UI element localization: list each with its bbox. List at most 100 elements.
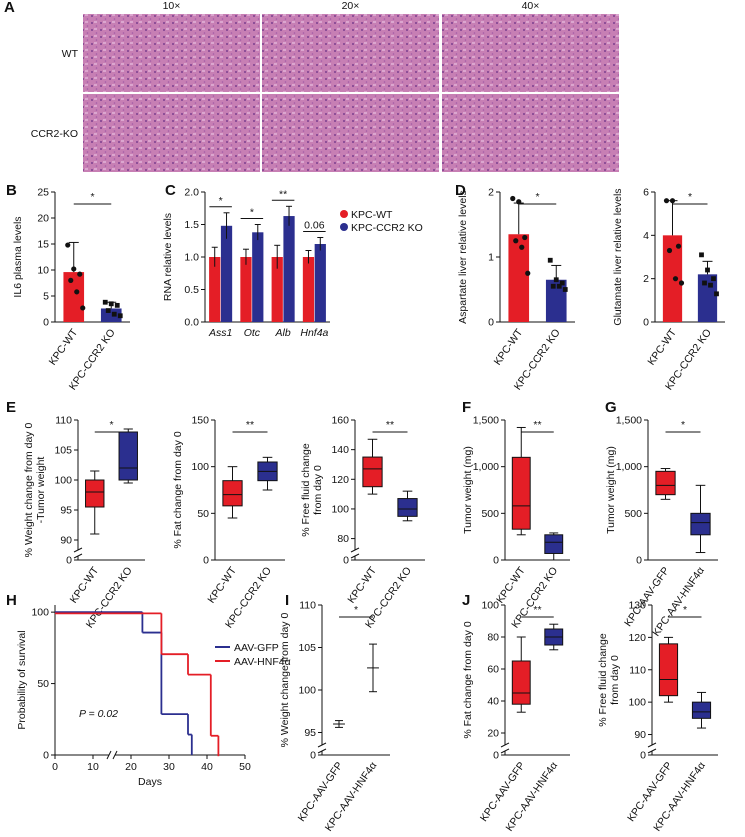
bar [314, 244, 326, 322]
y-axis-label: Glutamate liver relative levels [612, 188, 624, 325]
data-point [108, 301, 114, 307]
y-tick-label: 0 [203, 555, 209, 567]
axis-break [106, 750, 112, 760]
x-tick-label: Ass1 [208, 327, 232, 339]
y-tick-label: 5 [43, 291, 49, 303]
box [691, 701, 712, 719]
bar [209, 257, 221, 322]
bar [240, 257, 252, 322]
bar [662, 235, 683, 322]
y-axis-label: % Weight change from day 0 [279, 613, 291, 748]
box [118, 431, 138, 481]
significance-label: 0.06 [304, 220, 325, 232]
data-point [556, 283, 562, 289]
panel-letter: D [455, 182, 466, 199]
y-axis-label: % Weight change from day 0 [23, 423, 35, 558]
data-point [111, 311, 117, 317]
x-tick-label: KPC-WT [68, 564, 102, 605]
x-tick-label: 10 [87, 761, 99, 773]
data-point [678, 280, 685, 286]
box [658, 643, 679, 697]
y-tick-label: 0 [640, 750, 646, 762]
axis-break [73, 553, 83, 559]
y-tick-label: 15 [37, 239, 49, 251]
significance-label: ** [533, 419, 541, 431]
y-tick-label: 0 [310, 750, 316, 762]
panel-letter: H [6, 592, 17, 609]
y-tick-label: 0 [343, 555, 349, 567]
y-axis-label: % Fat change from day 0 [172, 431, 184, 548]
y-tick-label: 0 [66, 555, 72, 567]
bar [508, 234, 530, 322]
box [690, 512, 711, 536]
bar [63, 272, 85, 322]
panel-letter: C [165, 182, 176, 199]
y-tick-label: 110 [299, 600, 316, 612]
y-tick-label: 100 [54, 475, 72, 487]
panel-letter: B [6, 182, 17, 199]
y-axis-label: -Tumor weight [35, 457, 47, 524]
axis-break-gap [109, 753, 115, 757]
y-tick-label: 40 [487, 696, 499, 708]
y-tick-label: 90 [634, 729, 646, 741]
data-point [559, 280, 565, 286]
bar [271, 257, 283, 322]
significance-label: * [535, 191, 539, 203]
x-tick-label: Hnf4a [300, 327, 328, 339]
data-point [519, 244, 525, 250]
y-tick-label: 90 [60, 535, 72, 547]
y-axis-label: from day 0 [312, 465, 324, 515]
y-tick-label: 120 [628, 632, 646, 644]
x-tick-label: KPC-WT [494, 564, 528, 605]
column-label: 40× [522, 0, 540, 12]
box [511, 456, 531, 530]
box [397, 498, 418, 517]
significance-label: * [219, 195, 223, 207]
data-point [105, 308, 111, 313]
panel-letter: F [462, 399, 471, 416]
y-tick-label: 100 [31, 607, 49, 619]
axis-break [73, 547, 83, 553]
x-tick-label: Otc [244, 327, 261, 339]
axis-break [350, 547, 360, 553]
y-axis-label: % Fat change from day 0 [462, 621, 474, 738]
y-tick-label: 0 [493, 750, 499, 762]
box [511, 660, 531, 705]
axis-break [350, 553, 360, 559]
data-point [102, 299, 108, 305]
data-point [513, 238, 519, 244]
column-label: 20× [342, 0, 360, 12]
data-point [117, 313, 123, 319]
y-tick-label: 130 [628, 600, 646, 612]
y-tick-label: 2.0 [184, 187, 199, 199]
y-tick-label: 80 [337, 533, 349, 545]
data-point [702, 280, 707, 286]
panel-letter: A [4, 0, 15, 16]
legend-swatch [340, 210, 348, 218]
box [362, 456, 383, 488]
axis-break [317, 742, 327, 748]
significance-label: * [109, 419, 113, 431]
bar [697, 274, 718, 322]
y-tick-label: 20 [487, 728, 499, 740]
x-tick-label: KPC-WT [492, 326, 526, 367]
y-tick-label: 1,000 [473, 461, 499, 473]
data-point [708, 282, 713, 288]
y-axis-label: Tumor weight (mg) [462, 446, 474, 534]
y-tick-label: 1.0 [184, 252, 199, 264]
significance-label: ** [386, 419, 394, 431]
data-point [74, 289, 80, 295]
data-point [553, 277, 559, 283]
y-tick-label: 0.5 [184, 284, 199, 296]
data-point [71, 266, 77, 272]
data-point [510, 195, 516, 202]
significance-label: * [250, 207, 254, 219]
x-tick-label: 20 [125, 761, 137, 773]
x-tick-label: 40 [201, 761, 213, 773]
y-tick-label: 2 [643, 273, 649, 285]
data-point [525, 270, 531, 276]
data-point [669, 198, 676, 204]
x-tick-label: Alb [275, 327, 291, 339]
panel-letter: I [285, 592, 289, 609]
significance-label: * [688, 191, 692, 203]
